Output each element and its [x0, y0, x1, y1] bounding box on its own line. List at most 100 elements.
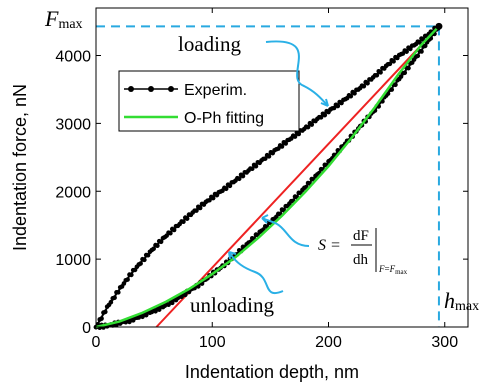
axes-frame [95, 7, 469, 328]
experim-unloading-point [398, 74, 404, 79]
fit-line [95, 25, 440, 329]
experim-unloading-point [140, 314, 145, 320]
plot-layer [93, 22, 443, 331]
experim-loading-point [378, 70, 383, 75]
unloading-label: unloading [190, 293, 274, 317]
experim-unloading-point [415, 53, 421, 59]
experim-loading-point [387, 61, 393, 67]
experim-loading-point [223, 186, 229, 192]
experim-loading-point [227, 183, 233, 189]
experim-unloading-point [389, 87, 395, 92]
unloading-arrow-head [228, 251, 237, 260]
experim-loading-point [158, 239, 164, 245]
stiffness-num: dF [353, 228, 369, 244]
experim-loading-point [348, 93, 354, 99]
loading-arrow [265, 40, 329, 107]
experim-loading-point [305, 124, 311, 130]
experim-loading-point [168, 230, 173, 236]
legend-marker-experim-3 [168, 86, 174, 92]
experim-loading-point [181, 219, 186, 225]
experim-loading-point [138, 261, 143, 266]
experim-loading-point [116, 290, 121, 295]
stiffness-lhs: S = [318, 237, 341, 254]
y-tick-label: 0 [82, 320, 91, 337]
experim-loading-point [322, 112, 328, 118]
experim-loading-point [279, 144, 285, 149]
x-tick-label: 100 [199, 334, 226, 351]
experim-loading-point [262, 156, 268, 161]
y-tick-label: 4000 [55, 49, 91, 66]
legend-box [118, 70, 300, 132]
experim-loading-point [210, 195, 216, 201]
experim-loading-point [352, 91, 357, 96]
legend-marker-experim-2 [148, 86, 154, 92]
experim-unloading-point [393, 82, 398, 88]
experim-loading-point [296, 131, 302, 137]
stiffness-arrow [261, 217, 310, 247]
stiffness-condition: F=Fmax [378, 264, 408, 276]
y-tick-label: 2000 [55, 184, 91, 201]
experim-loading-point [236, 176, 242, 182]
experim-loading-point [249, 166, 255, 172]
legend-label-experim: Experim. [184, 82, 247, 99]
experim-loading-point [171, 227, 177, 233]
loading-label: loading [178, 32, 241, 56]
experim-loading-point [335, 103, 341, 109]
hmax-sub: max [455, 299, 479, 314]
experim-loading-point [391, 59, 396, 64]
stiffness-cond-f: F [378, 264, 385, 274]
experim-loading-point [253, 163, 259, 169]
experim-loading-point [112, 295, 117, 300]
experim-loading-point [151, 246, 156, 252]
experim-loading-point [365, 80, 370, 86]
y-axis-label: Indentation force, nN [10, 84, 30, 251]
hmax-letter: h [444, 288, 455, 313]
y-tick-label: 1000 [55, 252, 91, 269]
experim-unloading-point [406, 65, 411, 71]
legend: Experim. O-Ph fitting [118, 70, 300, 132]
experim-loading-point [145, 252, 151, 258]
hmax-label: hmax [444, 288, 479, 314]
x-tick-label: 0 [92, 334, 101, 351]
experim-loading-point [129, 272, 134, 278]
experim-loading-point [292, 134, 298, 139]
experim-loading-point [318, 115, 324, 120]
experim-unloading-point [422, 43, 428, 49]
experim-loading-point [103, 309, 108, 315]
y-tick-label: 3000 [55, 116, 91, 133]
stiffness-den: dh [353, 252, 369, 268]
experim-loading-point [309, 122, 315, 127]
stiffness-arrow-head [261, 214, 269, 224]
fmax-label: Fmax [44, 6, 83, 32]
experim-unloading-point [196, 284, 201, 289]
experim-loading-point [99, 316, 104, 321]
legend-label-fit: O-Ph fitting [184, 110, 264, 127]
experim-loading-point [184, 216, 190, 221]
experim-unloading-point [153, 308, 158, 314]
experim-loading-point [207, 197, 212, 203]
fmax-point [435, 22, 443, 30]
unloading-arrow [228, 251, 284, 294]
experim-loading-point [361, 83, 367, 89]
experim-unloading-point [419, 49, 424, 54]
experim-loading-point [374, 72, 380, 78]
experim-loading-point [155, 243, 160, 249]
x-tick-label: 300 [431, 334, 458, 351]
experim-unloading-point [182, 292, 188, 298]
experim-loading-point [266, 154, 272, 159]
experim-loading-point [125, 277, 130, 282]
annotations: Fmax hmax loading unloading S = dF dh F=… [44, 6, 479, 317]
experim-loading-point [197, 205, 203, 211]
stiffness-cond-eq: = [385, 264, 390, 274]
legend-marker-experim-1 [128, 86, 134, 92]
experim-loading-point [108, 299, 114, 305]
stiffness-cond-max: max [395, 268, 408, 276]
experim-unloading-point [402, 70, 408, 76]
fmax-sub: max [58, 17, 82, 32]
fmax-letter: F [44, 6, 59, 31]
experim-unloading-point [166, 302, 171, 308]
experim-unloading-point [169, 300, 175, 306]
stiffness-cond-fsub: F [389, 264, 396, 274]
